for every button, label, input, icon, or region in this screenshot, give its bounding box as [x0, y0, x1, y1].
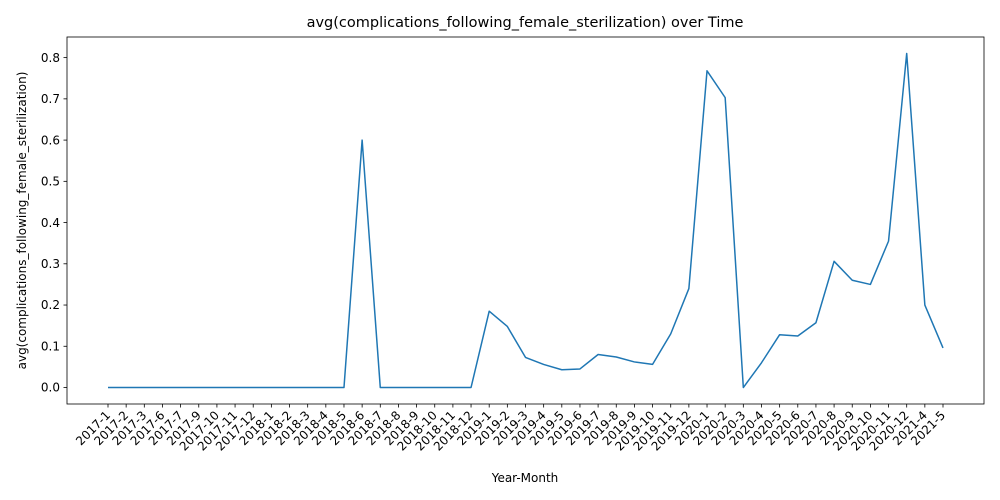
x-axis-label: Year-Month [491, 471, 559, 485]
plot-area: 0.00.10.20.30.40.50.60.70.82017-12017-22… [41, 51, 948, 454]
y-tick-label: 0.3 [41, 257, 60, 271]
series-line [108, 52, 944, 389]
chart-title: avg(complications_following_female_steri… [307, 15, 744, 31]
y-tick-label: 0.5 [41, 175, 60, 189]
y-axis-label: avg(complications_following_female_steri… [15, 72, 29, 370]
axes-frame [66, 36, 985, 405]
y-tick-label: 0.2 [41, 298, 60, 312]
y-tick-label: 0.6 [41, 133, 60, 147]
y-tick-label: 0.1 [41, 339, 60, 353]
y-tick-label: 0.0 [41, 381, 60, 395]
y-tick-label: 0.4 [41, 216, 60, 230]
y-tick-label: 0.8 [41, 51, 60, 65]
y-tick-label: 0.7 [41, 92, 60, 106]
